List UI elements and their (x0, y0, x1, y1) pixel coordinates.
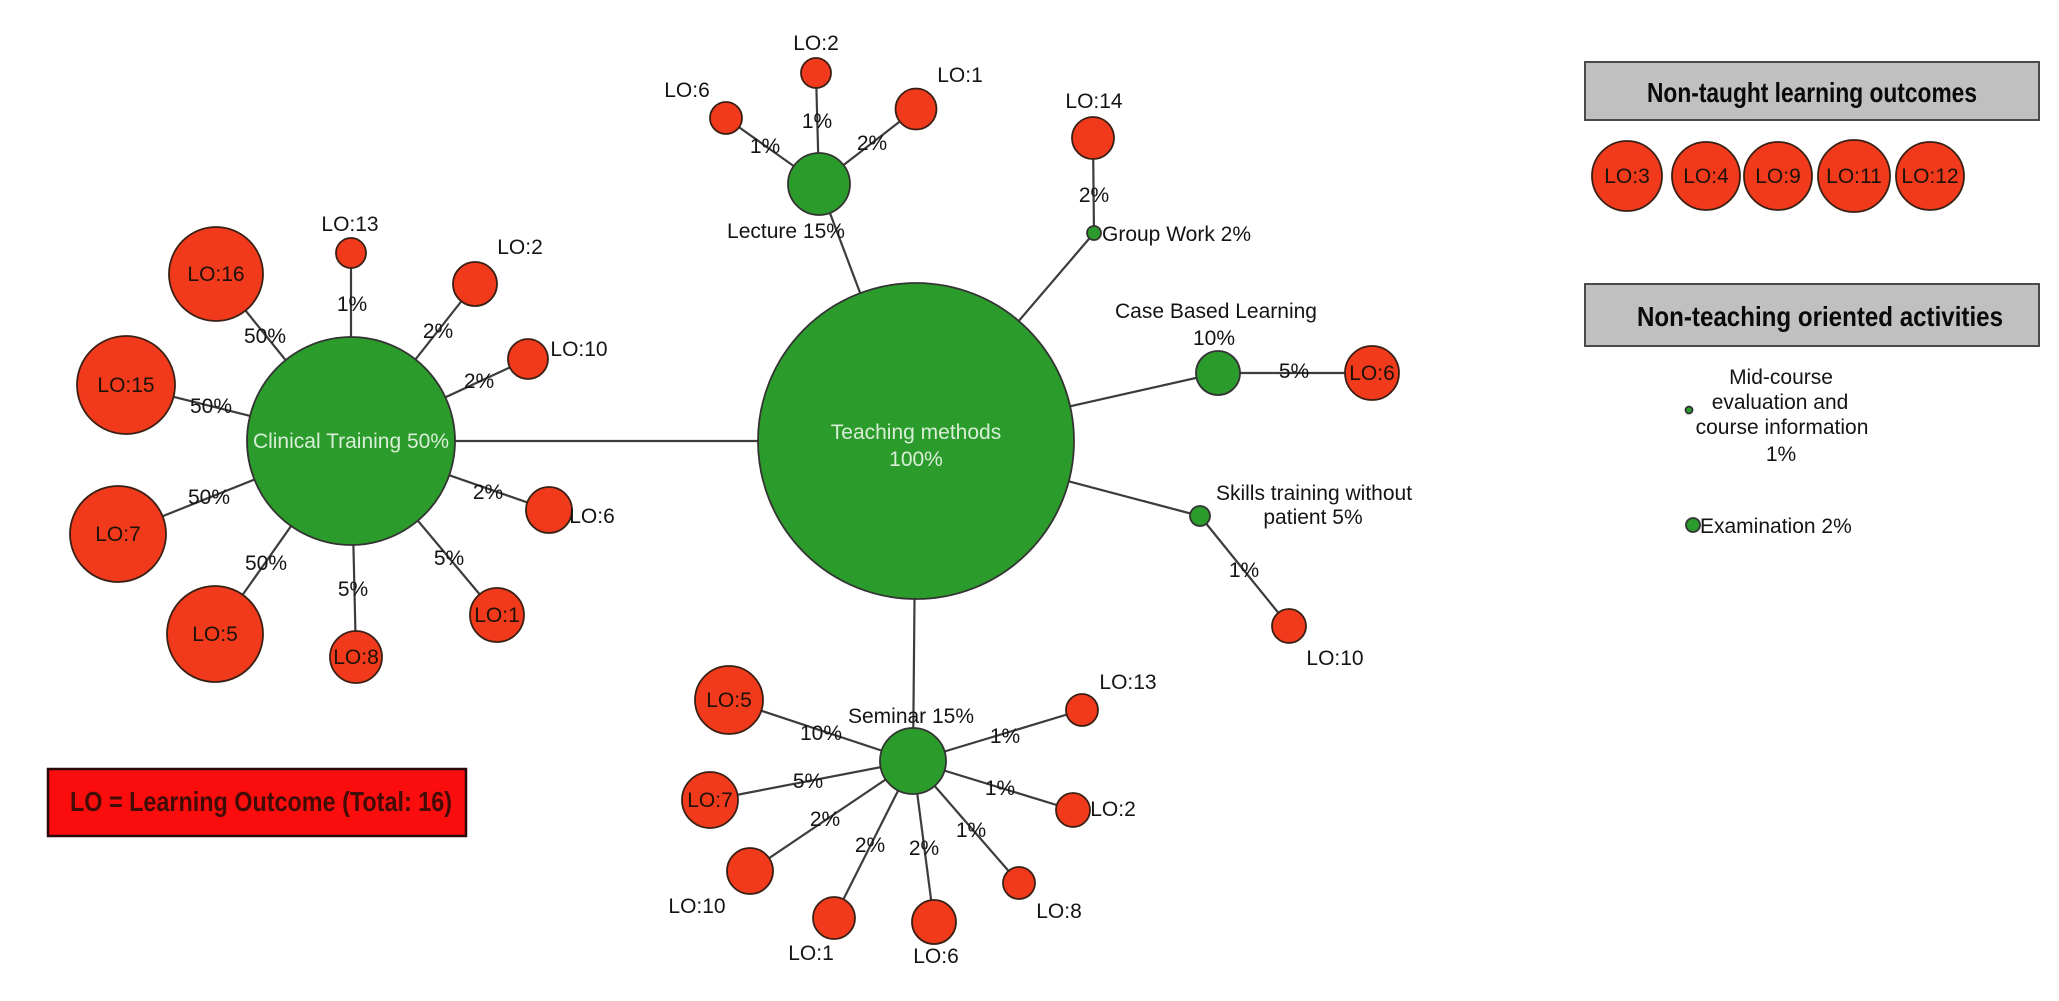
svg-text:LO:13: LO:13 (321, 213, 378, 236)
svg-text:LO:2: LO:2 (793, 32, 839, 55)
svg-text:LO:3: LO:3 (1604, 165, 1650, 188)
svg-text:10%: 10% (800, 722, 842, 745)
svg-text:LO:14: LO:14 (1065, 90, 1123, 113)
svg-text:LO:10: LO:10 (1306, 647, 1363, 670)
svg-text:LO:10: LO:10 (668, 895, 725, 918)
svg-text:50%: 50% (244, 325, 286, 348)
svg-text:LO:6: LO:6 (664, 79, 710, 102)
svg-text:evaluation and: evaluation and (1712, 391, 1849, 414)
svg-text:LO:8: LO:8 (1036, 900, 1082, 923)
svg-text:LO:5: LO:5 (706, 689, 752, 712)
svg-text:Mid-course: Mid-course (1729, 366, 1833, 389)
svg-text:LO:7: LO:7 (687, 789, 733, 812)
svg-text:patient 5%: patient 5% (1263, 506, 1362, 529)
svg-text:LO:2: LO:2 (497, 236, 543, 259)
svg-text:1%: 1% (1229, 559, 1259, 582)
svg-text:LO:6: LO:6 (913, 945, 959, 968)
svg-text:LO = Learning Outcome (Total:: LO = Learning Outcome (Total: 16) (70, 786, 452, 817)
svg-text:Non-teaching oriented activiti: Non-teaching oriented activities (1637, 301, 2003, 332)
svg-text:5%: 5% (338, 578, 368, 601)
svg-text:LO:15: LO:15 (97, 374, 154, 397)
svg-text:Clinical Training 50%: Clinical Training 50% (253, 430, 449, 453)
svg-text:LO:6: LO:6 (1349, 362, 1395, 385)
svg-text:2%: 2% (909, 837, 939, 860)
svg-text:LO:16: LO:16 (187, 263, 244, 286)
svg-text:LO:2: LO:2 (1090, 798, 1136, 821)
svg-text:2%: 2% (810, 808, 840, 831)
svg-text:Examination 2%: Examination 2% (1700, 515, 1852, 538)
svg-text:LO:7: LO:7 (95, 523, 141, 546)
svg-text:2%: 2% (857, 132, 887, 155)
svg-text:50%: 50% (188, 486, 230, 509)
svg-text:1%: 1% (750, 135, 780, 158)
svg-text:Lecture 15%: Lecture 15% (727, 220, 845, 243)
svg-text:Case Based Learning: Case Based Learning (1115, 300, 1317, 323)
svg-text:LO:12: LO:12 (1901, 165, 1958, 188)
svg-text:1%: 1% (337, 293, 367, 316)
svg-text:LO:6: LO:6 (569, 505, 615, 528)
svg-text:5%: 5% (793, 770, 823, 793)
svg-text:LO:1: LO:1 (937, 64, 983, 87)
svg-text:LO:11: LO:11 (1826, 165, 1882, 188)
svg-text:5%: 5% (434, 547, 464, 570)
svg-text:LO:1: LO:1 (474, 604, 520, 627)
svg-text:100%: 100% (889, 448, 943, 471)
svg-text:1%: 1% (990, 725, 1020, 748)
svg-text:10%: 10% (1193, 327, 1235, 350)
svg-text:LO:5: LO:5 (192, 623, 238, 646)
svg-text:Non-taught learning outcomes: Non-taught learning outcomes (1647, 77, 1977, 108)
svg-text:2%: 2% (423, 320, 453, 343)
svg-text:1%: 1% (1766, 443, 1796, 466)
svg-text:2%: 2% (1079, 184, 1109, 207)
svg-text:50%: 50% (245, 552, 287, 575)
svg-text:2%: 2% (855, 834, 885, 857)
svg-text:1%: 1% (956, 819, 986, 842)
svg-text:LO:8: LO:8 (333, 646, 379, 669)
svg-text:course information: course information (1696, 416, 1869, 439)
svg-text:2%: 2% (473, 481, 503, 504)
svg-text:LO:10: LO:10 (550, 338, 607, 361)
svg-text:LO:9: LO:9 (1755, 165, 1801, 188)
svg-text:Seminar 15%: Seminar 15% (848, 705, 974, 728)
svg-text:LO:1: LO:1 (788, 942, 834, 965)
svg-text:Group Work 2%: Group Work 2% (1102, 223, 1251, 246)
svg-text:1%: 1% (985, 777, 1015, 800)
svg-text:Teaching methods: Teaching methods (831, 421, 1001, 444)
svg-text:1%: 1% (802, 110, 832, 133)
svg-text:Skills training without: Skills training without (1216, 482, 1412, 505)
svg-text:5%: 5% (1279, 360, 1309, 383)
svg-text:LO:4: LO:4 (1683, 165, 1729, 188)
svg-text:50%: 50% (190, 395, 232, 418)
svg-text:LO:13: LO:13 (1099, 671, 1156, 694)
svg-text:2%: 2% (464, 370, 494, 393)
